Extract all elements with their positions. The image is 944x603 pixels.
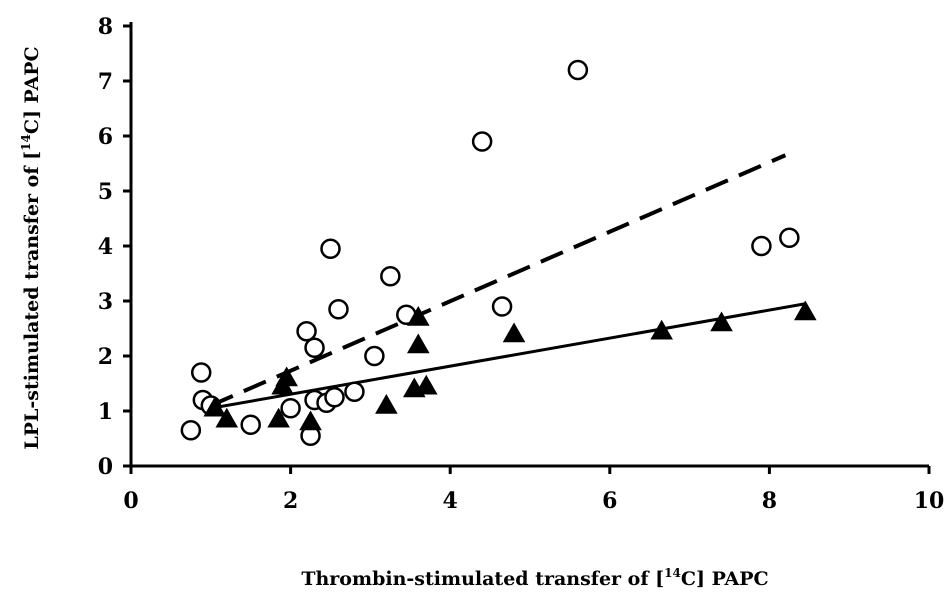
data-point-circle [567,59,589,81]
data-point-circle [328,299,349,320]
data-point-circle [304,337,325,358]
data-point-triangle [299,410,322,431]
x-tick-label: 8 [762,488,777,514]
y-tick-label: 7 [98,69,113,95]
data-point-circle [180,420,202,441]
data-point-triangle [267,407,290,428]
x-tick-label: 0 [123,488,138,514]
data-point-triangle [275,366,298,387]
data-point-triangle [406,305,430,326]
data-point-circle [364,345,385,367]
x-tick-label: 4 [443,488,458,514]
data-point-triangle [794,300,817,321]
x-axis-title: Thrombin-stimulated transfer of [14C] PA… [301,566,768,590]
data-point-triangle [650,319,673,340]
data-point-triangle [414,374,438,395]
data-point-triangle [375,393,398,414]
data-point-triangle [215,407,239,428]
data-point-triangle [502,322,526,343]
y-tick-label: 8 [98,14,113,40]
data-point-circle [491,296,513,317]
data-point-triangle [710,311,733,332]
data-point-circle [240,414,261,435]
solid-trendline [210,302,806,410]
data-point-circle [380,266,401,287]
data-point-circle [779,227,800,248]
data-point-circle [344,381,365,402]
data-point-circle [320,238,341,259]
data-point-circle [296,321,317,342]
y-tick-label: 3 [98,289,113,315]
y-tick-label: 5 [98,179,113,205]
data-point-circle [190,362,212,383]
y-axis-title: LPL-stimulated transfer of [14C] PAPC [19,46,43,449]
y-tick-label: 6 [98,124,113,150]
data-point-triangle [406,333,430,354]
x-tick-label: 10 [914,488,944,514]
dashed-trendline [210,153,787,408]
y-tick-label: 4 [98,234,113,260]
y-tick-label: 1 [98,399,113,425]
x-tick-label: 6 [602,488,617,514]
y-tick-label: 0 [98,454,113,480]
plot-area: 0 2 4 6 8 10 0 1 2 3 4 5 6 7 8 [98,14,944,514]
data-point-circle [324,387,345,408]
data-point-circle [280,398,301,419]
data-point-circle [471,131,493,152]
data-point-circle [751,235,772,257]
data-point-triangle [203,396,227,417]
y-tick-label: 2 [98,344,113,370]
x-tick-label: 2 [283,488,298,514]
